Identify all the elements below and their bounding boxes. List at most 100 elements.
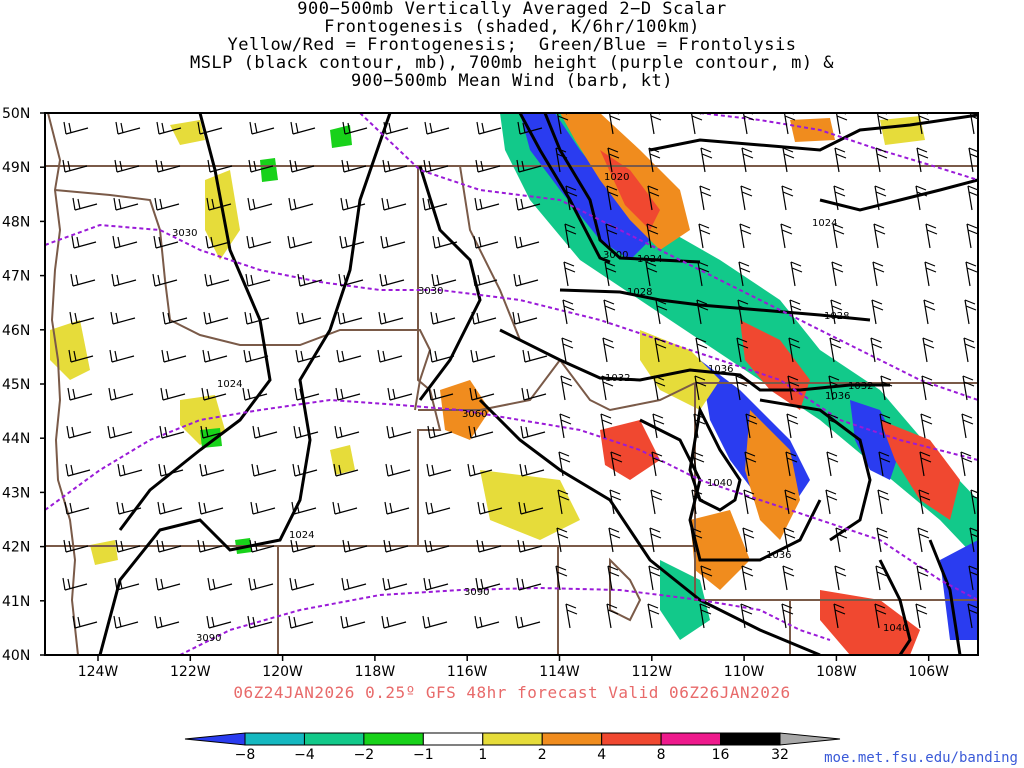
height-label: 3030: [418, 286, 443, 297]
wind-barb: [384, 501, 410, 515]
wind-barb: [920, 413, 933, 439]
wind-barb: [559, 413, 572, 439]
mslp-label: 1024: [217, 379, 242, 390]
wind-barb: [287, 235, 313, 249]
wind-barb: [560, 375, 573, 401]
wind-barb: [341, 159, 367, 173]
wind-barb: [962, 375, 975, 401]
wind-barb: [915, 185, 928, 211]
wind-barb: [290, 539, 316, 553]
wind-barb: [652, 413, 665, 439]
wind-barb: [876, 527, 889, 553]
wind-barb: [156, 539, 182, 553]
lon-label: 120W: [262, 664, 303, 680]
wind-barb: [342, 539, 368, 553]
wind-barb: [476, 121, 502, 135]
lon-label: 124W: [78, 664, 119, 680]
wind-barb: [516, 577, 542, 591]
wind-barb: [872, 261, 885, 287]
mslp-label: 1028: [824, 311, 849, 322]
mslp-label: 1036: [708, 364, 733, 375]
wind-barb: [606, 185, 619, 211]
wind-barb: [916, 565, 929, 591]
wind-barb: [378, 311, 404, 325]
wind-barb: [160, 387, 186, 401]
wind-barb: [555, 147, 568, 173]
wind-barb: [603, 299, 616, 325]
wind-barb: [248, 577, 274, 591]
wind-barb: [333, 463, 359, 477]
wind-barb: [475, 577, 501, 591]
wind-barb: [472, 273, 498, 287]
wind-barb: [250, 501, 276, 515]
wind-barb: [381, 197, 407, 211]
colorbar-label: −4: [294, 747, 315, 763]
wind-barb: [700, 565, 713, 591]
wind-barb: [197, 539, 223, 553]
wind-barb: [517, 539, 543, 553]
wind-barb: [740, 185, 753, 211]
wind-barb: [72, 197, 98, 211]
wind-barb: [242, 387, 268, 401]
lat-label: 42N: [2, 540, 30, 556]
wind-barb: [653, 375, 666, 401]
wind-barb: [695, 337, 708, 363]
wind-barb: [341, 577, 367, 591]
colorbar-label: 8: [657, 747, 666, 763]
colorbar: −8 −4 −2 −1 1 2 4 8 16 32: [184, 732, 841, 763]
wind-barb: [115, 121, 141, 135]
colorbar-label: 2: [538, 747, 547, 763]
wind-barb: [923, 299, 936, 325]
wind-barb: [337, 311, 363, 325]
colorbar-segment: [303, 732, 365, 746]
wind-barb: [432, 235, 458, 249]
wind-barb: [738, 261, 751, 287]
wind-barb: [786, 413, 799, 439]
colorbar-label: −1: [413, 747, 434, 763]
wind-barb: [475, 159, 501, 173]
wind-barb: [114, 577, 140, 591]
wind-barb: [342, 121, 368, 135]
wind-barb: [873, 223, 886, 249]
wind-barb: [699, 603, 712, 629]
wind-barb: [740, 603, 753, 629]
wind-barb: [423, 577, 449, 591]
wind-barb: [698, 223, 711, 249]
wind-barb: [68, 349, 94, 363]
wind-barb: [610, 451, 623, 477]
wind-barb: [294, 387, 320, 401]
wind-barb: [655, 299, 668, 325]
wind-barb: [830, 299, 843, 325]
mslp-label: 1024: [812, 218, 837, 229]
title-line-1: 900−500mb Vertically Averaged 2−D Scalar: [297, 0, 727, 19]
colorbar-segment: [363, 732, 424, 746]
wind-barb: [654, 337, 667, 363]
wind-barb: [562, 299, 575, 325]
wind-barb: [827, 413, 840, 439]
wind-barb: [608, 527, 621, 553]
wind-barb: [555, 565, 568, 591]
wind-barb: [736, 337, 749, 363]
height-label: 3090: [196, 633, 221, 644]
wind-barb: [424, 121, 450, 135]
mslp-label: 1024: [289, 530, 314, 541]
wind-barb: [154, 197, 180, 211]
lat-label: 43N: [2, 485, 30, 501]
wind-barb: [783, 527, 796, 553]
wind-barb: [474, 615, 500, 629]
colorbar-max-arrow: [779, 732, 841, 746]
wind-barb: [251, 463, 277, 477]
lon-label: 108W: [816, 664, 857, 680]
colorbar-min-arrow: [184, 732, 246, 746]
wind-barb: [113, 197, 139, 211]
wind-barb: [206, 615, 232, 629]
height-label: 3000: [603, 250, 628, 261]
map-area: [45, 113, 978, 655]
wind-barb: [382, 577, 408, 591]
wind-barb: [874, 185, 887, 211]
title-line-5: 900−500mb Mean Wind (barb, kt): [350, 71, 674, 91]
wind-barb: [468, 425, 494, 439]
wind-barb: [743, 489, 756, 515]
wind-barb: [203, 311, 229, 325]
wind-barb: [601, 375, 614, 401]
